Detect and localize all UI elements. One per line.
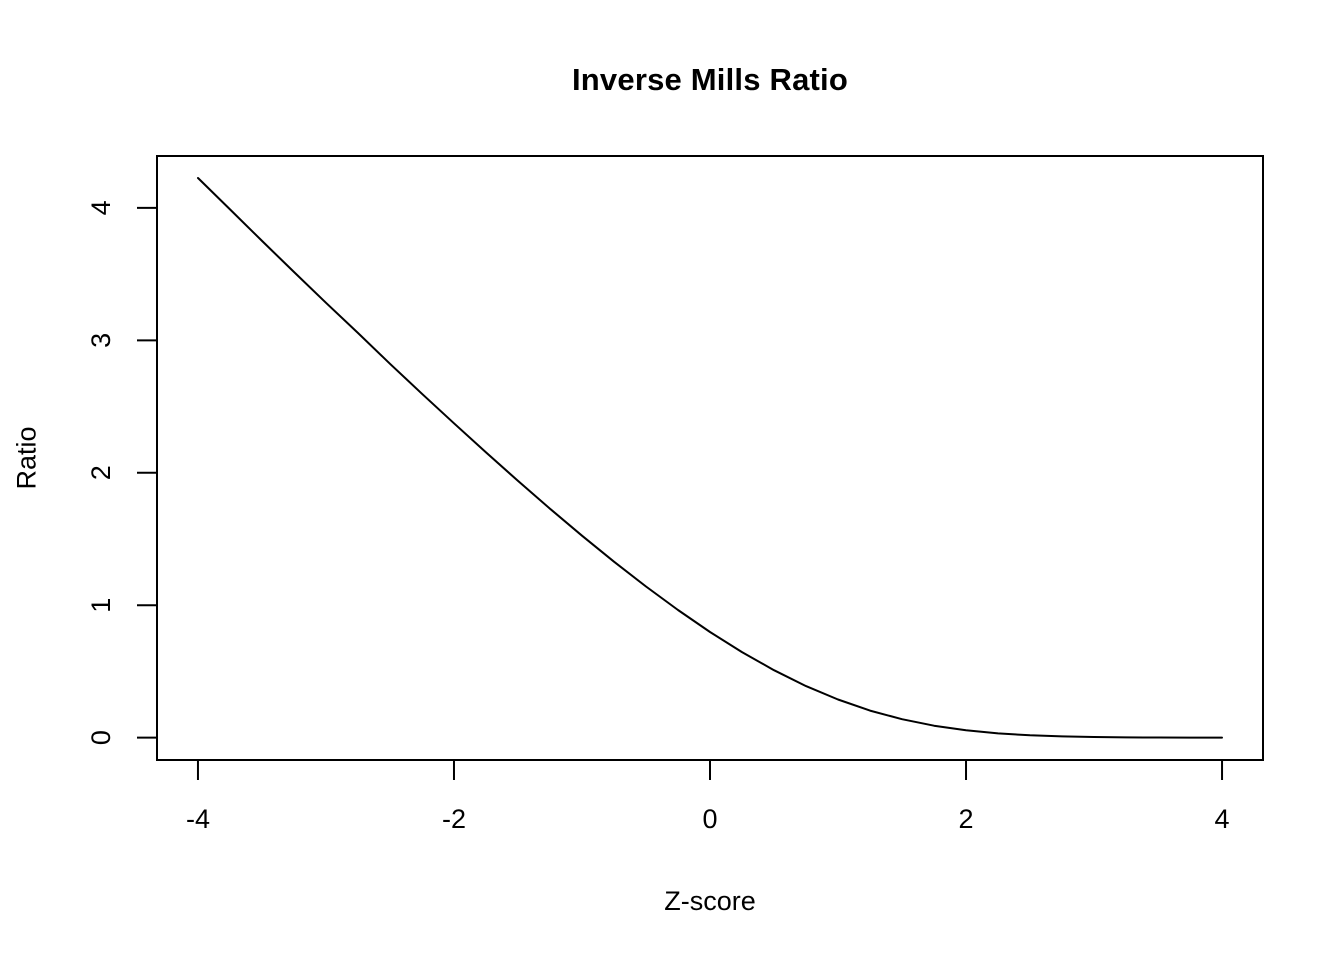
y-tick-label: 0 [86, 730, 116, 745]
x-tick-label: -4 [186, 804, 210, 834]
y-tick-label: 2 [86, 465, 116, 480]
x-tick-label: 0 [702, 804, 717, 834]
y-tick-label: 1 [86, 598, 116, 613]
x-tick-label: -2 [442, 804, 466, 834]
x-tick-label: 2 [959, 804, 974, 834]
x-axis-title: Z-score [664, 886, 756, 916]
x-tick-label: 4 [1215, 804, 1230, 834]
chart-title: Inverse Mills Ratio [571, 62, 848, 97]
y-axis-title: Ratio [11, 426, 42, 490]
y-tick-label: 3 [86, 333, 116, 348]
series-line-inverse_mills_ratio [197, 177, 1223, 739]
plot-box [156, 155, 1264, 761]
y-tick-label: 4 [86, 200, 116, 215]
